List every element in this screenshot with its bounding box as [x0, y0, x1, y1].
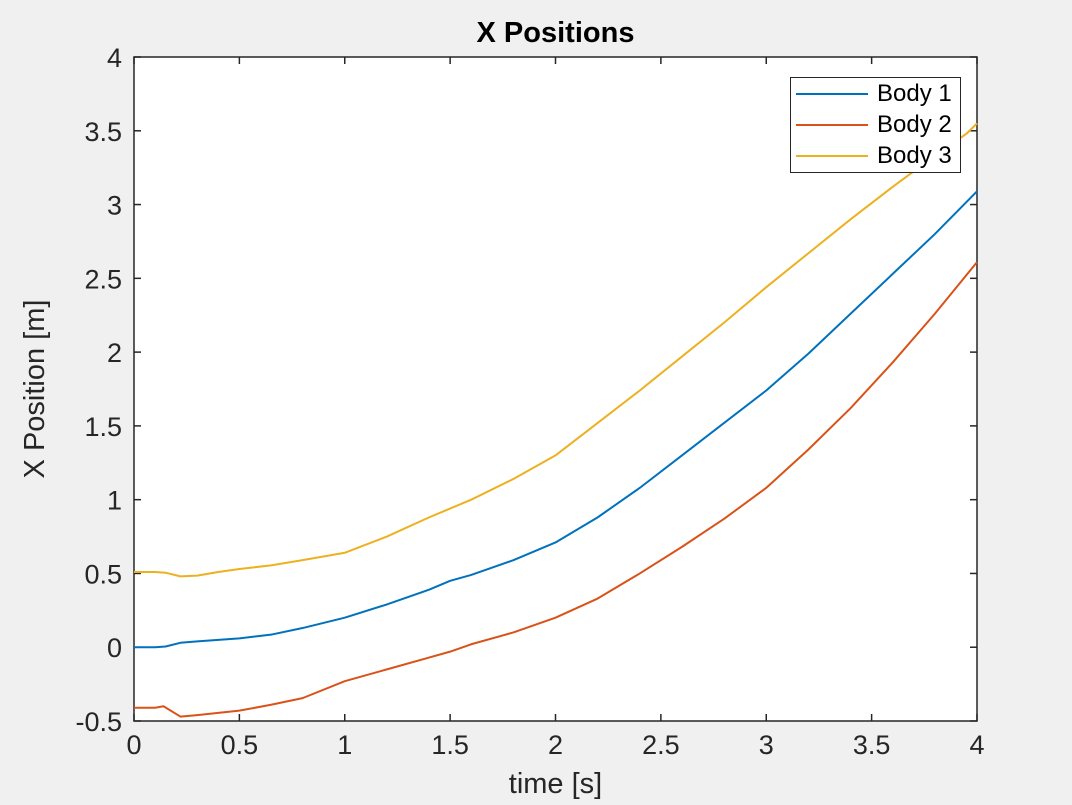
x-tick-label: 3	[759, 730, 774, 760]
y-tick-label: 2	[107, 338, 122, 368]
x-axis-label: time [s]	[508, 768, 603, 800]
y-tick-label: 3.5	[84, 117, 122, 147]
x-tick-label: 0	[126, 730, 141, 760]
y-tick-label: 3	[107, 191, 122, 221]
chart-title: X Positions	[476, 17, 635, 49]
legend-label: Body 2	[877, 110, 952, 138]
y-tick-label: 2.5	[84, 264, 122, 294]
y-axis-label: X Position [m]	[19, 299, 51, 479]
legend: Body 1 Body 2 Body 3	[790, 77, 961, 173]
legend-label: Body 1	[877, 79, 952, 107]
x-tick-label: 1.5	[431, 730, 469, 760]
y-tick-label: 1.5	[84, 412, 122, 442]
series-line-body-3	[134, 122, 978, 578]
legend-item-body-2: Body 2	[791, 110, 960, 140]
x-tick-label: 1	[337, 730, 352, 760]
y-tick-label: -0.5	[75, 707, 122, 737]
y-tick-label: 0	[107, 633, 122, 663]
y-tick-label: 4	[107, 43, 122, 73]
series-line-body-1	[134, 190, 978, 649]
series-line-body-2	[134, 261, 978, 718]
x-tick-label: 2.5	[642, 730, 680, 760]
x-tick-label: 0.5	[221, 730, 259, 760]
y-tick-label: 0.5	[84, 559, 122, 589]
x-tick-label: 3.5	[853, 730, 891, 760]
legend-line-swatch-body-3	[796, 155, 868, 158]
legend-line-swatch-body-1	[796, 92, 868, 95]
legend-item-body-1: Body 1	[791, 79, 960, 109]
legend-item-body-3: Body 3	[791, 141, 960, 171]
x-tick-label: 2	[548, 730, 563, 760]
legend-line-swatch-body-2	[796, 123, 868, 126]
x-tick-label: 4	[969, 730, 984, 760]
y-tick-label: 1	[107, 486, 122, 516]
legend-label: Body 3	[877, 142, 952, 170]
